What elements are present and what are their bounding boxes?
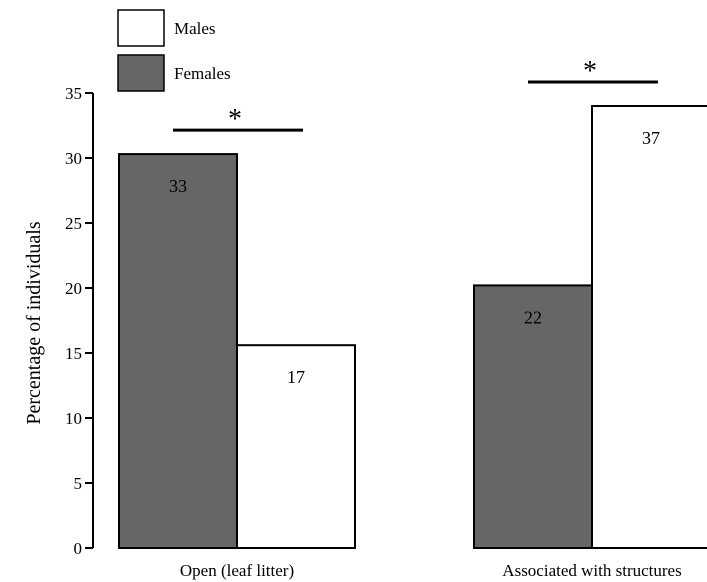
bar-males-1 [236, 344, 356, 550]
bar-value-label: 37 [642, 128, 660, 148]
y-tick-label: 5 [74, 474, 83, 493]
category-label: Associated with structures [502, 561, 681, 580]
y-tick-label: 10 [65, 409, 82, 428]
category-labels: Open (leaf litter) Associated with struct… [180, 561, 682, 580]
y-tick-label: 15 [65, 344, 82, 363]
significance-star: * [583, 56, 597, 87]
legend-swatch-males [117, 9, 165, 47]
bar-males-2 [591, 105, 707, 549]
y-axis: 0 5 10 15 20 25 30 35 [65, 84, 94, 558]
significance-star: * [228, 104, 242, 135]
bar-value-label: 33 [169, 176, 187, 196]
bar-females-1 [118, 153, 238, 549]
bars: 33 17 22 37 [118, 105, 707, 550]
legend-swatch-females [117, 54, 165, 92]
legend-label-males: Males [174, 19, 216, 38]
y-tick-label: 30 [65, 149, 82, 168]
y-tick-label: 20 [65, 279, 82, 298]
legend: Males Females [117, 9, 231, 92]
y-axis-label: Percentage of individuals [23, 221, 45, 424]
y-tick-label: 35 [65, 84, 82, 103]
bar-value-label: 22 [524, 307, 542, 327]
y-tick-label: 25 [65, 214, 82, 233]
bar-females-2 [473, 284, 593, 549]
legend-label-females: Females [174, 64, 231, 83]
significance-markers: ** [173, 56, 658, 135]
bar-value-label: 17 [287, 367, 305, 387]
y-tick-label: 0 [74, 539, 83, 558]
category-label: Open (leaf litter) [180, 561, 294, 580]
